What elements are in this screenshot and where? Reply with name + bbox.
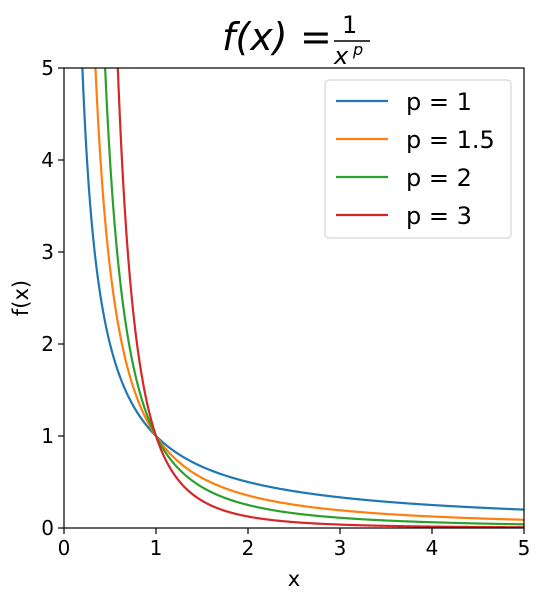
x-tick-label: 0 <box>58 536 71 560</box>
y-tick-label: 2 <box>41 332 54 356</box>
series-line-p-3 <box>116 68 524 528</box>
title-lhs: f(x) <box>222 15 288 59</box>
legend-label: p = 3 <box>406 202 472 230</box>
y-tick-label: 1 <box>41 424 54 448</box>
y-tick-label: 4 <box>41 148 54 172</box>
series-line-p-1 <box>81 68 524 511</box>
legend-box <box>324 79 512 239</box>
title-denominator-exponent: p <box>352 40 363 59</box>
series-line-p-1-5 <box>94 68 524 521</box>
plot-frame <box>63 67 525 529</box>
legend-label: p = 1.5 <box>406 126 495 154</box>
x-tick-label: 3 <box>334 536 347 560</box>
y-tick-label: 5 <box>41 56 54 80</box>
y-tick-label: 0 <box>41 516 54 540</box>
x-tick-label: 5 <box>518 536 531 560</box>
x-tick-label: 2 <box>242 536 255 560</box>
x-axis-ticks: 0 1 2 3 4 5 <box>58 528 531 560</box>
x-tick-label: 4 <box>426 536 439 560</box>
plot-curves <box>81 68 524 528</box>
legend-label: p = 1 <box>406 88 472 116</box>
y-axis-label: f(x) <box>9 280 33 316</box>
y-axis-ticks: 0 1 2 3 4 5 <box>41 56 64 540</box>
x-axis-label: x <box>288 567 300 591</box>
title-numerator: 1 <box>342 11 357 39</box>
chart-title: f(x) = 1 x p <box>222 11 370 70</box>
title-equals: = <box>300 15 332 59</box>
title-denominator-base: x <box>333 42 349 70</box>
x-tick-label: 1 <box>150 536 163 560</box>
legend: p = 1 p = 1.5 p = 2 p = 3 <box>324 79 512 239</box>
y-tick-label: 3 <box>41 240 54 264</box>
series-line-p-2 <box>104 68 524 526</box>
legend-label: p = 2 <box>406 164 472 192</box>
